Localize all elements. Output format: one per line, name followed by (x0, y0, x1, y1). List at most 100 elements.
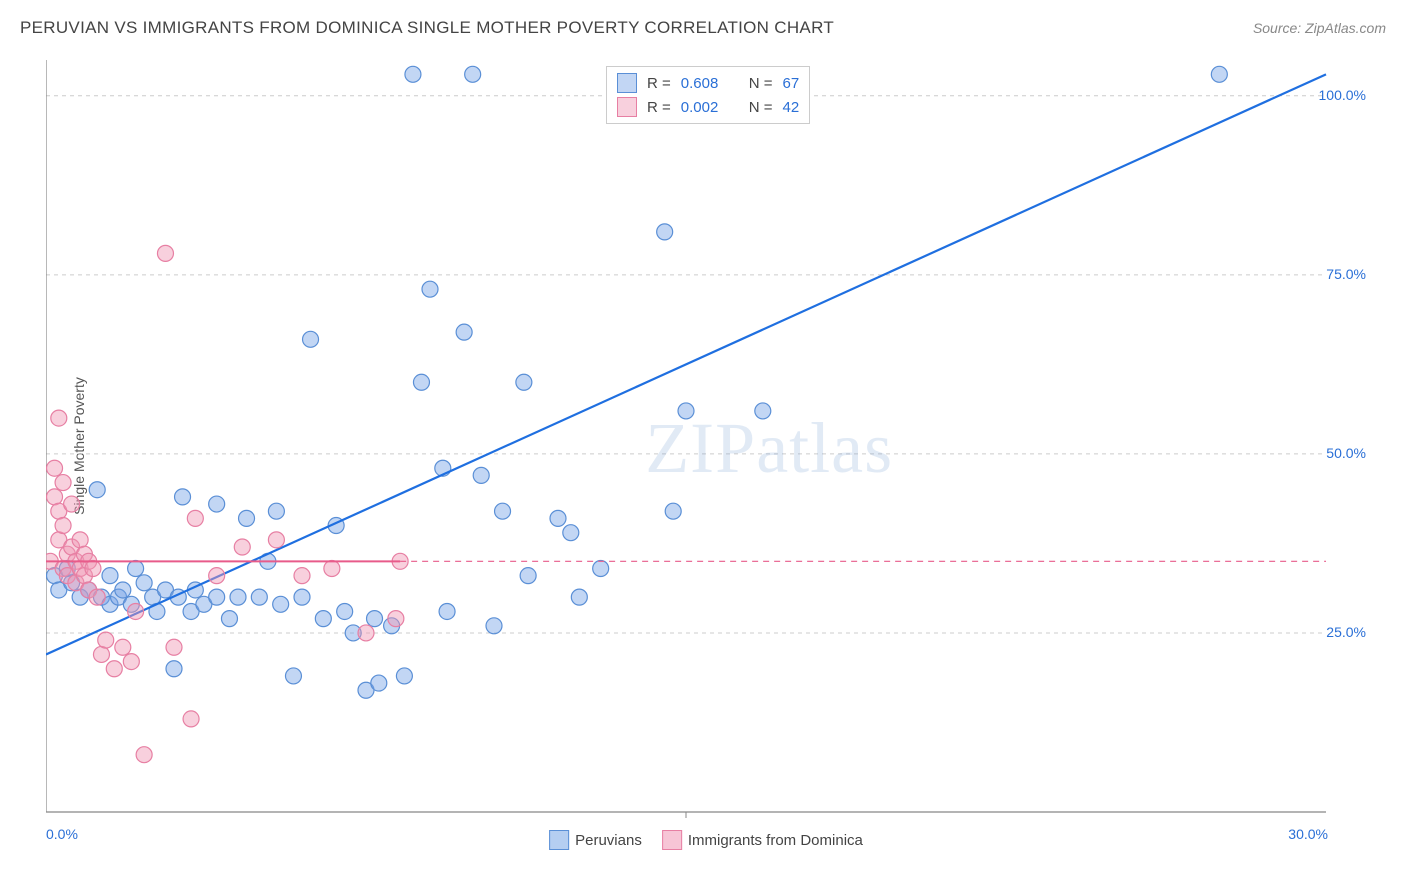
data-point (55, 518, 71, 534)
data-point (115, 582, 131, 598)
data-point (285, 668, 301, 684)
legend-swatch (662, 830, 682, 850)
data-point (388, 611, 404, 627)
data-point (665, 503, 681, 519)
n-value: 67 (783, 75, 800, 92)
legend-item: Immigrants from Dominica (662, 830, 863, 850)
r-label: R = (647, 99, 671, 116)
r-label: R = (647, 75, 671, 92)
data-point (230, 589, 246, 605)
data-point (755, 403, 771, 419)
data-point (47, 489, 63, 505)
data-point (166, 661, 182, 677)
legend-label: Peruvians (575, 832, 642, 849)
data-point (251, 589, 267, 605)
x-tick-label: 0.0% (46, 826, 78, 842)
data-point (465, 66, 481, 82)
data-point (209, 589, 225, 605)
n-value: 42 (783, 99, 800, 116)
data-point (1211, 66, 1227, 82)
data-point (221, 611, 237, 627)
data-point (358, 625, 374, 641)
data-point (55, 475, 71, 491)
data-point (128, 603, 144, 619)
legend-swatch (617, 73, 637, 93)
data-point (268, 532, 284, 548)
data-point (72, 532, 88, 548)
legend-row: R = 0.608 N = 67 (617, 71, 799, 95)
r-value: 0.002 (681, 99, 731, 116)
data-point (520, 568, 536, 584)
chart-title: PERUVIAN VS IMMIGRANTS FROM DOMINICA SIN… (20, 18, 834, 38)
scatter-chart (46, 60, 1366, 820)
data-point (157, 245, 173, 261)
data-point (64, 496, 80, 512)
data-point (51, 410, 67, 426)
data-point (456, 324, 472, 340)
data-point (166, 639, 182, 655)
data-point (439, 603, 455, 619)
data-point (187, 510, 203, 526)
data-point (486, 618, 502, 634)
data-point (123, 654, 139, 670)
data-point (102, 568, 118, 584)
data-point (337, 603, 353, 619)
r-value: 0.608 (681, 75, 731, 92)
data-point (136, 575, 152, 591)
data-point (324, 560, 340, 576)
data-point (273, 596, 289, 612)
data-point (516, 374, 532, 390)
data-point (47, 460, 63, 476)
data-point (678, 403, 694, 419)
data-point (405, 66, 421, 82)
data-point (367, 611, 383, 627)
y-tick-label: 100.0% (1319, 87, 1366, 103)
data-point (128, 560, 144, 576)
data-point (657, 224, 673, 240)
data-point (371, 675, 387, 691)
source-name: ZipAtlas.com (1305, 20, 1386, 36)
data-point (422, 281, 438, 297)
legend-row: R = 0.002 N = 42 (617, 95, 799, 119)
legend-label: Immigrants from Dominica (688, 832, 863, 849)
header-bar: PERUVIAN VS IMMIGRANTS FROM DOMINICA SIN… (0, 0, 1406, 48)
legend-swatch (617, 97, 637, 117)
correlation-legend: R = 0.608 N = 67 R = 0.002 N = 42 (606, 66, 810, 124)
data-point (136, 747, 152, 763)
data-point (93, 646, 109, 662)
data-point (495, 503, 511, 519)
data-point (85, 560, 101, 576)
data-point (89, 482, 105, 498)
data-point (239, 510, 255, 526)
x-tick-label: 30.0% (1288, 826, 1328, 842)
data-point (115, 639, 131, 655)
data-point (89, 589, 105, 605)
source-prefix: Source: (1253, 20, 1305, 36)
data-point (413, 374, 429, 390)
y-tick-label: 25.0% (1326, 624, 1366, 640)
data-point (593, 560, 609, 576)
n-label: N = (749, 99, 773, 116)
data-point (473, 467, 489, 483)
y-tick-label: 75.0% (1326, 266, 1366, 282)
data-point (294, 589, 310, 605)
source-attribution: Source: ZipAtlas.com (1253, 20, 1386, 36)
chart-area: R =0.608N =67R =0.002N =42 ZIPatlas Peru… (46, 60, 1366, 820)
data-point (571, 589, 587, 605)
data-point (315, 611, 331, 627)
data-point (550, 510, 566, 526)
data-point (175, 489, 191, 505)
y-tick-label: 50.0% (1326, 445, 1366, 461)
trend-line (46, 74, 1326, 654)
data-point (294, 568, 310, 584)
data-point (303, 331, 319, 347)
data-point (183, 711, 199, 727)
n-label: N = (749, 75, 773, 92)
series-legend: Peruvians Immigrants from Dominica (549, 830, 863, 850)
data-point (209, 496, 225, 512)
legend-swatch (549, 830, 569, 850)
data-point (234, 539, 250, 555)
data-point (209, 568, 225, 584)
data-point (268, 503, 284, 519)
data-point (563, 525, 579, 541)
